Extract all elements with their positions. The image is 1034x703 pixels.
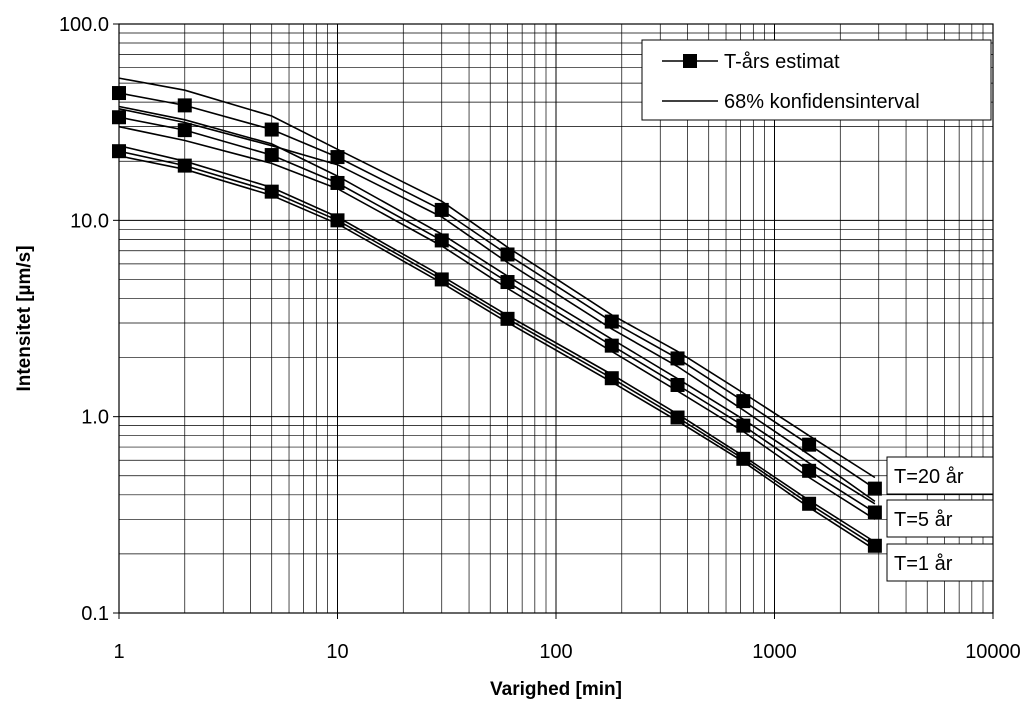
data-point-marker (434, 202, 449, 217)
series-line-8 (118, 155, 876, 551)
annotation-t20-box (886, 456, 994, 495)
legend-interval-label: 68% konfidensinterval (724, 91, 920, 113)
data-point-marker (177, 123, 192, 138)
data-point-marker (802, 463, 817, 478)
data-point-marker (500, 247, 515, 262)
y-tick-label: 100.0 (59, 14, 109, 36)
data-point-marker (264, 122, 279, 137)
data-point-marker (264, 184, 279, 199)
annotation-t20: T=20 år (886, 456, 994, 495)
data-point-marker (670, 351, 685, 366)
legend-box (641, 39, 992, 121)
series-line-7 (118, 144, 876, 543)
data-point-marker (330, 213, 345, 228)
data-point-marker (330, 175, 345, 190)
data-point-marker (112, 110, 126, 125)
annotation-t1-box (886, 543, 994, 582)
data-point-marker (604, 338, 619, 353)
data-point-marker (670, 410, 685, 425)
x-tick-label: 10000 (965, 641, 1021, 663)
data-point-marker (177, 158, 192, 173)
data-point-marker (500, 275, 515, 290)
data-point-marker (500, 311, 515, 326)
data-point-marker (434, 272, 449, 287)
data-point-marker (867, 538, 882, 553)
legend: T-års estimat 68% konfidensinterval (641, 39, 992, 121)
data-point-marker (330, 150, 345, 165)
y-axis-title: Intensitet [µm/s] (14, 245, 35, 391)
data-point-marker (736, 451, 751, 466)
series-line-1 (118, 77, 876, 479)
y-tick-label: 0.1 (81, 603, 109, 625)
x-tick-label: 10 (326, 641, 348, 663)
x-axis-title: Varighed [min] (490, 679, 622, 700)
data-point-marker (802, 496, 817, 511)
data-point-marker (112, 86, 126, 101)
data-point-marker (670, 377, 685, 392)
y-axis-ticks: 100.0 10.0 1.0 0.1 (59, 14, 119, 625)
annotation-t1-label: T=1 år (894, 553, 953, 575)
annotation-t5-label: T=5 år (894, 509, 953, 531)
series-line-2 (118, 108, 876, 503)
legend-estimate-label: T-års estimat (724, 51, 840, 73)
x-tick-label: 1000 (752, 641, 797, 663)
data-point-marker (736, 394, 751, 409)
data-point-marker (802, 437, 817, 452)
x-tick-label: 1 (113, 641, 124, 663)
annotation-t5: T=5 år (886, 499, 994, 538)
series-line-3 (118, 116, 876, 514)
x-tick-label: 100 (539, 641, 572, 663)
data-point-marker (264, 148, 279, 163)
series-line-6 (118, 150, 876, 547)
annotation-t20-label: T=20 år (894, 466, 964, 488)
y-tick-label: 10.0 (70, 210, 109, 232)
annotation-t1: T=1 år (886, 543, 994, 582)
data-point-marker (112, 144, 126, 159)
data-point-marker (736, 418, 751, 433)
legend-estimate-marker (683, 54, 697, 68)
x-axis-ticks: 1 10 100 1000 10000 (113, 613, 1021, 663)
data-point-marker (867, 505, 882, 520)
data-point-marker (177, 98, 192, 113)
series-layer (112, 77, 882, 553)
data-point-marker (604, 371, 619, 386)
data-point-marker (604, 314, 619, 329)
data-point-marker (867, 481, 882, 496)
y-tick-label: 1.0 (81, 407, 109, 429)
annotation-t5-box (886, 499, 994, 538)
data-point-marker (434, 233, 449, 248)
